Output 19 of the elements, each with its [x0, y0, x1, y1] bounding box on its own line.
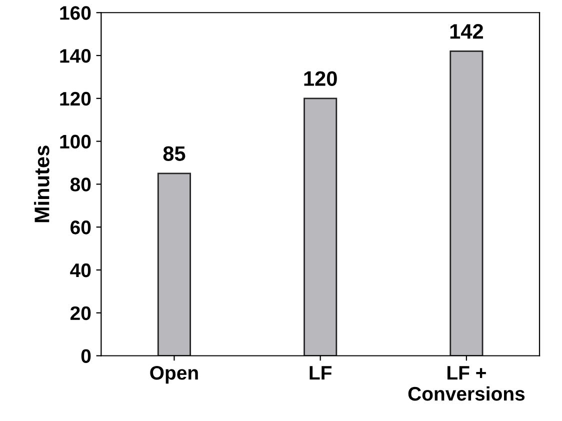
x-tick-label: LF [310, 366, 332, 380]
y-tick-label: 20 [70, 306, 91, 320]
y-tick-label: 140 [60, 48, 91, 63]
x-tick-label: Open [150, 366, 198, 384]
bar [304, 98, 338, 356]
y-tick-label: 100 [60, 134, 91, 149]
bar [450, 50, 484, 356]
y-tick-label: 60 [70, 220, 91, 234]
data-label: 120 [304, 71, 337, 86]
y-tick-label: 40 [70, 263, 91, 278]
y-tick-label: 0 [81, 349, 91, 363]
bar [157, 172, 191, 356]
x-tick-label: LF + Conversions [408, 366, 525, 401]
data-label: 85 [163, 146, 186, 162]
data-label: 142 [450, 24, 484, 39]
y-tick-label: 80 [70, 178, 91, 192]
y-tick-label: 160 [60, 6, 91, 20]
y-axis-title: Minutes [34, 146, 50, 222]
y-tick-label: 120 [60, 92, 91, 106]
